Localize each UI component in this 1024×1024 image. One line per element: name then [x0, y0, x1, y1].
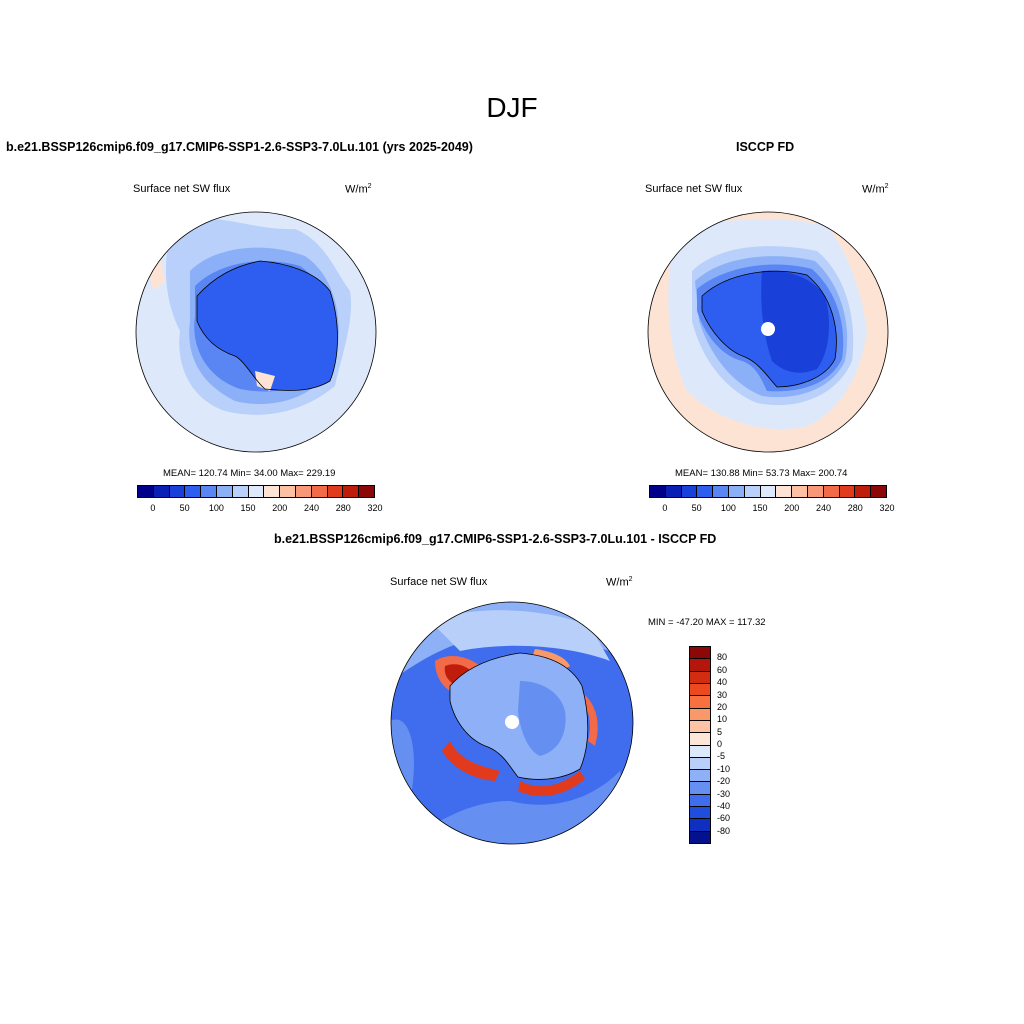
diff-panel-title: b.e21.BSSP126cmip6.f09_g17.CMIP6-SSP1-2.… [274, 532, 717, 546]
obs-colorbar-swatch [681, 486, 698, 497]
diff-colorbar-swatch [690, 782, 710, 795]
diff-colorbar-swatch [690, 720, 710, 734]
diff-stats: MIN = -47.20 MAX = 117.32 [648, 617, 766, 628]
obs-panel-title: ISCCP FD [736, 140, 795, 154]
diff-colorbar-label: -60 [717, 813, 731, 824]
diff-colorbar-label: 10 [717, 714, 728, 725]
diff-colorbar-ticks: 80 60 40 30 20 10 5 0 -5 -10 -20 -30 -40 -60 -80 [717, 646, 757, 844]
model-colorbar-label: 280 [335, 503, 351, 513]
model-colorbar-swatch [280, 486, 296, 497]
diff-colorbar-swatch [690, 794, 710, 808]
model-colorbar-swatch [264, 486, 281, 497]
model-colorbar-swatch [248, 486, 265, 497]
diff-colorbar-label: 60 [717, 664, 728, 675]
diff-colorbar-swatch [690, 671, 710, 684]
diff-polar-map [390, 601, 634, 845]
obs-colorbar-swatch [728, 486, 745, 497]
diff-colorbar-label: 20 [717, 701, 728, 712]
obs-colorbar-label: 150 [752, 503, 768, 513]
obs-colorbar-label: 200 [784, 503, 800, 513]
obs-colorbar-label: 320 [879, 503, 895, 513]
model-colorbar-swatch [138, 486, 154, 497]
obs-colorbar-swatch [760, 486, 777, 497]
diff-colorbar-swatch [690, 831, 710, 843]
model-colorbar-swatch [185, 486, 202, 497]
model-stats: MEAN= 120.74 Min= 34.00 Max= 229.19 [163, 468, 336, 479]
model-colorbar-swatch [359, 486, 374, 497]
obs-units-label: W/m2 [862, 183, 889, 196]
diff-colorbar-swatch [690, 757, 710, 771]
diff-colorbar-swatch [690, 647, 710, 660]
obs-colorbar-label: 0 [662, 503, 668, 513]
diff-colorbar-label: -5 [717, 751, 726, 762]
obs-stats: MEAN= 130.88 Min= 53.73 Max= 200.74 [675, 468, 848, 479]
obs-colorbar-label: 280 [847, 503, 863, 513]
obs-variable-label: Surface net SW flux [645, 183, 743, 195]
model-colorbar-label: 100 [208, 503, 224, 513]
obs-colorbar-swatch [823, 486, 840, 497]
obs-colorbar [649, 485, 887, 498]
model-colorbar-swatch [201, 486, 217, 497]
figure-title: DJF [486, 92, 538, 123]
diff-colorbar [689, 646, 711, 844]
obs-colorbar-label: 50 [691, 503, 702, 513]
diff-colorbar-label: 30 [717, 689, 728, 700]
model-colorbar-swatch [311, 486, 328, 497]
model-colorbar-label: 200 [272, 503, 288, 513]
diff-colorbar-label: 80 [717, 652, 728, 663]
model-colorbar-swatch [327, 486, 344, 497]
diff-colorbar-label: -30 [717, 788, 731, 799]
diff-colorbar-label: -80 [717, 825, 731, 836]
model-colorbar-swatch [169, 486, 186, 497]
obs-colorbar-swatch [650, 486, 666, 497]
model-colorbar-swatch [153, 486, 170, 497]
obs-colorbar-swatch [871, 486, 886, 497]
model-colorbar-label: 240 [304, 503, 320, 513]
diff-colorbar-swatch [690, 683, 710, 697]
diff-colorbar-swatch [690, 745, 710, 758]
model-colorbar-swatch [232, 486, 249, 497]
obs-colorbar-label: 100 [720, 503, 736, 513]
obs-colorbar-swatch [665, 486, 682, 497]
diff-colorbar-label: 40 [717, 677, 728, 688]
diff-colorbar-label: 0 [717, 739, 723, 749]
model-colorbar-label: 0 [150, 503, 156, 513]
diff-variable-label: Surface net SW flux [390, 576, 488, 588]
obs-colorbar-swatch [792, 486, 808, 497]
diff-colorbar-label: -40 [717, 800, 731, 811]
obs-colorbar-swatch [744, 486, 761, 497]
diff-colorbar-swatch [690, 819, 710, 832]
obs-colorbar-swatch [855, 486, 872, 497]
obs-colorbar-swatch [776, 486, 793, 497]
diff-colorbar-label: 5 [717, 726, 723, 737]
diff-colorbar-label: -20 [717, 776, 731, 787]
diff-colorbar-swatch [690, 696, 710, 709]
model-colorbar-label: 320 [367, 503, 383, 513]
model-colorbar-swatch [216, 486, 233, 497]
model-colorbar-label: 50 [179, 503, 190, 513]
obs-colorbar-label: 240 [816, 503, 832, 513]
obs-colorbar-swatch [713, 486, 729, 497]
diff-colorbar-swatch [690, 770, 710, 783]
obs-colorbar-swatch [697, 486, 714, 497]
obs-polar-map [647, 211, 889, 453]
model-colorbar-swatch [343, 486, 360, 497]
diff-colorbar-label: -10 [717, 763, 731, 774]
obs-colorbar-ticks: 0 50 100 150 200 240 280 320 [649, 503, 894, 515]
model-variable-label: Surface net SW flux [133, 183, 231, 195]
obs-colorbar-swatch [807, 486, 824, 497]
model-colorbar-ticks: 0 50 100 150 200 240 280 320 [137, 503, 382, 515]
model-units-label: W/m2 [345, 183, 372, 196]
diff-colorbar-swatch [690, 708, 710, 721]
diff-colorbar-swatch [690, 659, 710, 672]
model-polar-map [135, 211, 377, 453]
model-colorbar-label: 150 [240, 503, 256, 513]
model-colorbar [137, 485, 375, 498]
diff-colorbar-swatch [690, 733, 710, 746]
diff-units-label: W/m2 [606, 576, 633, 589]
model-colorbar-swatch [295, 486, 312, 497]
diff-colorbar-swatch [690, 807, 710, 820]
obs-colorbar-swatch [839, 486, 856, 497]
model-panel-title: b.e21.BSSP126cmip6.f09_g17.CMIP6-SSP1-2.… [6, 140, 473, 154]
